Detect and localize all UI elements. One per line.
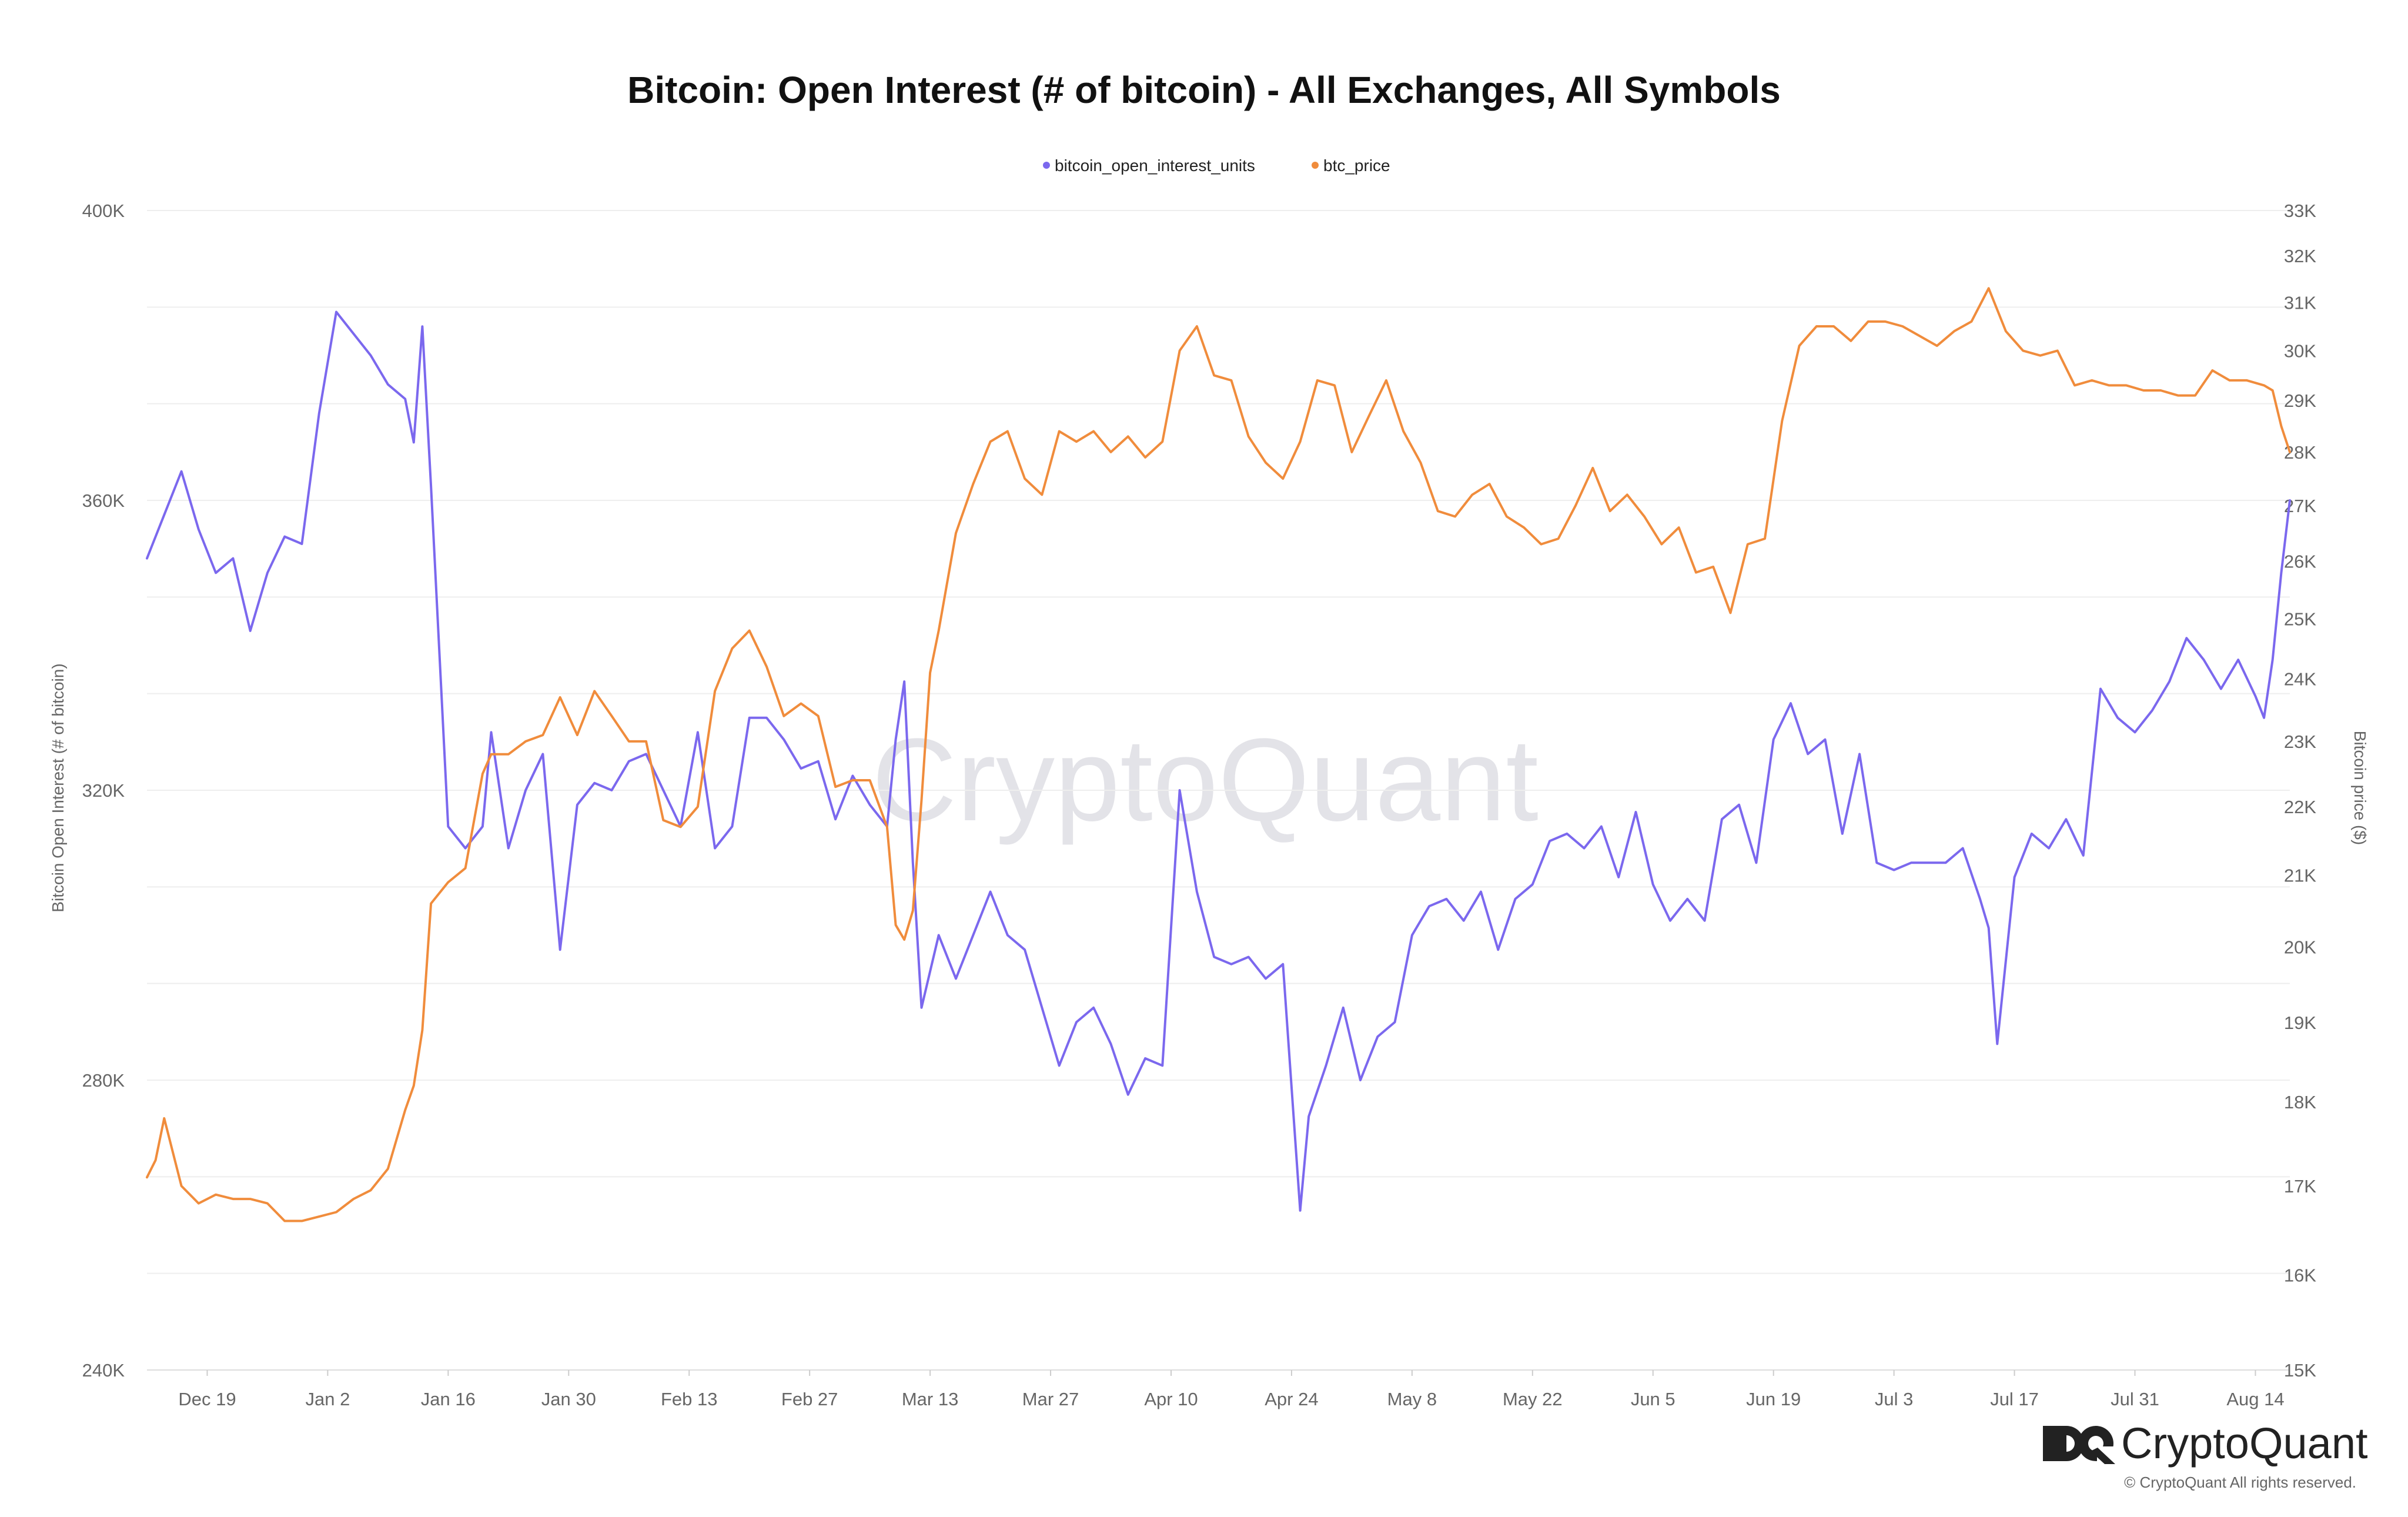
x-tick-label: Mar 13 [902, 1389, 958, 1409]
left-tick-label: 400K [82, 201, 125, 221]
x-tick-label: Feb 13 [661, 1389, 718, 1409]
right-tick-label: 32K [2284, 246, 2316, 266]
x-tick-label: Jun 5 [1631, 1389, 1675, 1409]
x-tick-label: Jul 31 [2111, 1389, 2159, 1409]
x-tick-label: Aug 14 [2226, 1389, 2284, 1409]
right-tick-label: 25K [2284, 609, 2316, 629]
right-tick-label: 30K [2284, 340, 2316, 361]
legend[interactable]: bitcoin_open_interest_units btc_price [1043, 156, 1390, 175]
cryptoquant-logo-icon [2043, 1426, 2121, 1464]
gridlines [147, 210, 2290, 1371]
copyright-text: © CryptoQuant All rights reserved. [2124, 1473, 2356, 1491]
right-tick-label: 26K [2284, 551, 2316, 572]
x-tick-label: Jul 3 [1875, 1389, 1913, 1409]
chart-title: Bitcoin: Open Interest (# of bitcoin) - … [627, 69, 1781, 111]
right-axis-title: Bitcoin price ($) [2351, 731, 2369, 846]
series-line-bitcoin_open_interest_units [146, 310, 2291, 1212]
legend-label-open-interest[interactable]: bitcoin_open_interest_units [1055, 156, 1255, 175]
right-tick-label: 19K [2284, 1013, 2316, 1033]
left-tick-label: 320K [82, 780, 125, 801]
x-tick-label: Apr 10 [1144, 1389, 1198, 1409]
right-tick-label: 18K [2284, 1092, 2316, 1112]
left-tick-label: 280K [82, 1070, 125, 1091]
x-tick-label: Jan 2 [305, 1389, 350, 1409]
legend-marker-btc-price [1312, 162, 1319, 169]
left-axis-ticks: 240K 280K 320K 360K 400K [82, 201, 125, 1381]
right-tick-label: 20K [2284, 937, 2316, 957]
x-tick-label: May 22 [1503, 1389, 1563, 1409]
left-tick-label: 360K [82, 490, 125, 511]
left-tick-label: 240K [82, 1360, 125, 1381]
legend-label-btc-price[interactable]: btc_price [1323, 156, 1390, 175]
x-tick-label: Jan 30 [541, 1389, 596, 1409]
x-tick-label: Jul 17 [1990, 1389, 2039, 1409]
cryptoquant-logo-text: CryptoQuant [2121, 1419, 2368, 1468]
x-tick-label: Feb 27 [781, 1389, 838, 1409]
right-tick-label: 22K [2284, 797, 2316, 817]
x-tick-label: Jun 19 [1746, 1389, 1801, 1409]
series-line-btc_price [146, 287, 2291, 1222]
right-tick-label: 33K [2284, 201, 2316, 221]
x-axis-ticks: Dec 19 Jan 2 Jan 16 Jan 30 Feb 13 Feb 27 Mar 1… [178, 1370, 2285, 1409]
legend-marker-open-interest [1043, 162, 1050, 169]
x-tick-label: Dec 19 [178, 1389, 236, 1409]
right-tick-label: 21K [2284, 865, 2316, 886]
x-tick-label: Apr 24 [1265, 1389, 1318, 1409]
right-tick-label: 23K [2284, 731, 2316, 752]
watermark-text: CryptoQuant [872, 714, 1539, 846]
x-tick-label: Jan 16 [421, 1389, 476, 1409]
right-tick-label: 31K [2284, 292, 2316, 313]
left-axis-title: Bitcoin Open Interest (# of bitcoin) [49, 663, 67, 912]
right-tick-label: 15K [2284, 1360, 2316, 1381]
right-tick-label: 16K [2284, 1265, 2316, 1286]
right-tick-label: 17K [2284, 1176, 2316, 1197]
right-tick-label: 29K [2284, 390, 2316, 411]
right-tick-label: 24K [2284, 669, 2316, 689]
series-layer [146, 287, 2291, 1222]
x-tick-label: May 8 [1387, 1389, 1437, 1409]
x-tick-label: Mar 27 [1022, 1389, 1079, 1409]
cryptoquant-logo: CryptoQuant [2043, 1419, 2368, 1468]
